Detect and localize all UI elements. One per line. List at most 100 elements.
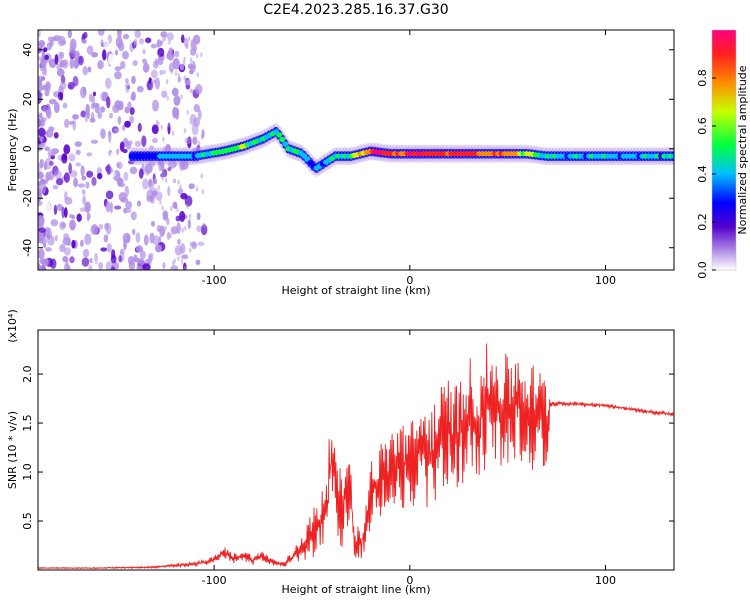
noise-speck [150,43,157,49]
noise-speck [182,60,186,66]
noise-speck [120,60,126,70]
noise-speck [194,84,203,95]
noise-speck [69,256,75,264]
noise-speck [186,44,189,50]
noise-speck [195,259,201,265]
noise-speck [100,247,108,252]
noise-speck [181,254,189,260]
noise-speck [73,58,80,69]
noise-speck [178,210,186,223]
noise-speck [167,122,170,128]
noise-speck [123,171,129,181]
noise-speck [172,178,177,184]
noise-speck [186,228,192,236]
noise-speck [180,94,183,100]
noise-speck [63,207,68,218]
noise-speck [100,128,106,139]
noise-speck [201,189,205,195]
noise-speck [136,85,144,93]
noise-speck [193,104,200,113]
y-tick-label: 20 [21,92,34,106]
spectrogram-panel: -100 0 100 -40 -20 0 20 40 Height of straight l… [6,29,675,297]
snr-plot-area [38,330,674,570]
noise-speck [64,191,68,201]
noise-speck [120,197,129,203]
noise-speck [82,248,90,258]
noise-speck [44,54,49,61]
noise-speck [54,54,59,65]
ridge-core [279,136,286,143]
x-tick-label: 100 [595,574,616,587]
noise-speck [38,215,45,227]
noise-speck [177,238,181,245]
noise-speck [142,178,149,190]
noise-speck [67,30,72,39]
noise-speck [202,222,206,228]
noise-speck [96,172,103,180]
noise-speck [109,201,113,214]
noise-speck [74,141,82,147]
y-tick-label: 0 [21,145,34,152]
snr-ticks: -100 0 100 0.5 1.0 1.5 2.0 [21,330,674,587]
noise-speck [53,102,60,114]
noise-speck [87,66,92,73]
noise-speck [38,40,46,48]
noise-speck [164,177,168,183]
noise-speck [81,39,87,44]
noise-speck [184,79,191,86]
noise-speck [186,109,189,115]
noise-speck [82,66,88,76]
noise-speck [85,181,90,189]
noise-speck [134,30,141,39]
noise-speck [177,188,184,195]
noise-speck [142,62,150,73]
noise-speck [189,247,192,253]
noise-speck [129,115,135,124]
noise-speck [190,69,193,75]
noise-speck [137,122,142,133]
noise-speck [38,200,43,206]
noise-speck [52,35,61,42]
noise-speck [95,203,101,216]
noise-speck [167,186,171,197]
noise-speck [72,113,79,120]
noise-speck [69,38,77,51]
noise-speck [103,234,109,243]
noise-speck [190,39,196,50]
noise-speck [133,254,138,262]
noise-speck [105,222,112,235]
noise-speck [154,244,162,253]
noise-speck [159,200,162,206]
noise-speck [122,50,129,60]
noise-speck [127,255,135,266]
noise-speck [200,173,203,179]
noise-speck [43,242,47,248]
noise-speck [63,144,71,155]
noise-speck [161,90,168,98]
figure-title: C2E4.2023.285.16.37.G30 [263,2,448,18]
noise-speck [69,170,78,178]
noise-speck [97,61,103,70]
noise-speck [51,148,60,155]
noise-speck [132,60,138,67]
noise-speck [97,111,103,119]
noise-speck [188,36,191,42]
noise-speck [45,247,52,252]
noise-speck [110,254,117,264]
noise-speck [53,170,62,179]
noise-speck [138,168,144,179]
noise-speck [170,68,173,74]
noise-speck [173,95,181,106]
noise-speck [151,124,159,135]
noise-speck [61,154,68,164]
noise-speck [169,51,172,57]
noise-speck [177,72,181,78]
noise-speck [116,30,122,38]
noise-speck [63,118,70,129]
noise-speck [105,77,112,89]
noise-speck [156,181,162,188]
noise-speck [38,162,41,174]
noise-speck [72,102,78,111]
noise-speck [106,163,111,176]
noise-speck [147,253,152,266]
